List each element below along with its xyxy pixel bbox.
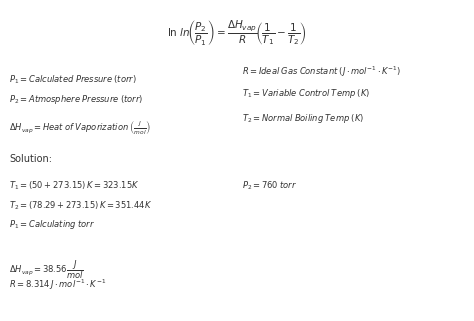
Text: $\mathit{P}_1 = \mathit{Calculating\;torr}$: $\mathit{P}_1 = \mathit{Calculating\;tor…	[9, 218, 96, 231]
Text: $\mathit{P}_1 = \mathit{Calculated\;Pressure\;(torr)}$: $\mathit{P}_1 = \mathit{Calculated\;Pres…	[9, 74, 137, 86]
Text: $\mathit{T}_1 = (50 + 273.15)\,\mathit{K} = 323.15\mathit{K}$: $\mathit{T}_1 = (50 + 273.15)\,\mathit{K…	[9, 180, 140, 192]
Text: $\ln\,\mathit{ln}\!\left(\dfrac{P_2}{P_1}\right) = \dfrac{\Delta H_{vap}}{R}\!\l: $\ln\,\mathit{ln}\!\left(\dfrac{P_2}{P_1…	[167, 18, 307, 47]
Text: $\mathit{\Delta H}_{vap} = \mathit{Heat\;of\;Vaporization}\;\left(\frac{\mathit{: $\mathit{\Delta H}_{vap} = \mathit{Heat\…	[9, 119, 152, 136]
Text: $\mathit{R} = 8.314\,\mathit{J} \cdot \mathit{mol}^{-1} \cdot \mathit{K}^{-1}$: $\mathit{R} = 8.314\,\mathit{J} \cdot \m…	[9, 278, 107, 292]
Text: $\mathit{P}_2 = 760\;\mathit{torr}$: $\mathit{P}_2 = 760\;\mathit{torr}$	[242, 180, 297, 192]
Text: $\mathit{T}_2 = (78.29 + 273.15)\,\mathit{K} = 351.44\mathit{K}$: $\mathit{T}_2 = (78.29 + 273.15)\,\mathi…	[9, 199, 153, 212]
Text: Solution:: Solution:	[9, 154, 53, 164]
Text: $\mathit{T}_1 = \mathit{Variable\;Control\;Temp\;}(\mathit{K})$: $\mathit{T}_1 = \mathit{Variable\;Contro…	[242, 87, 370, 100]
Text: $\mathit{P}_2 = \mathit{Atmosphere\;Pressure\;(torr)}$: $\mathit{P}_2 = \mathit{Atmosphere\;Pres…	[9, 93, 144, 106]
Text: $\mathit{R} = \mathit{Ideal\;Gas\;Constant\;}(\mathit{J} \cdot \mathit{mol}^{-1}: $\mathit{R} = \mathit{Ideal\;Gas\;Consta…	[242, 64, 401, 79]
Text: $\mathit{\Delta H}_{vap} = 38.56\dfrac{\mathit{J}}{\mathit{mol}}$: $\mathit{\Delta H}_{vap} = 38.56\dfrac{\…	[9, 258, 84, 281]
Text: $\mathit{T}_2 = \mathit{Normal\;Boiling\;Temp\;}(\mathit{K})$: $\mathit{T}_2 = \mathit{Normal\;Boiling\…	[242, 112, 364, 125]
